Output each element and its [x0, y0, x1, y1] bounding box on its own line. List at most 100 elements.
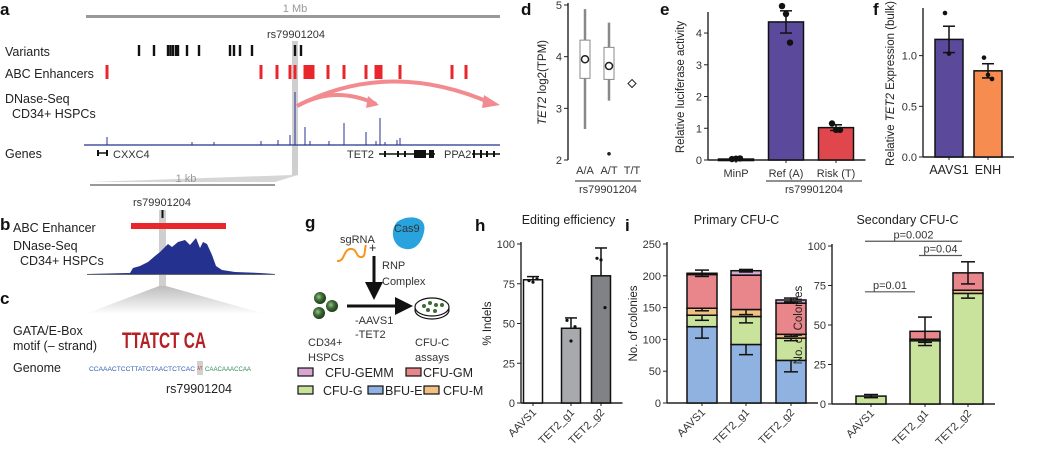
enhancer-tick [450, 65, 454, 79]
cells-label: CD34+ [308, 337, 343, 349]
p-value-label: p=0.01 [873, 280, 907, 292]
box-mean [604, 61, 614, 71]
y-tick-label: 150 [643, 303, 661, 315]
enhancer-tick [364, 65, 368, 79]
data-point [778, 2, 786, 10]
enhancer-tick [326, 65, 330, 79]
box-mean [580, 55, 590, 64]
enhancer-tick [342, 65, 346, 79]
y-tick-label: 75 [503, 279, 515, 291]
x-tick-label: TET2_g1 [891, 408, 931, 448]
enhancer-label: ABC Enhancer [13, 221, 96, 235]
panel-label-d: d [521, 0, 531, 19]
legend-label: CFU-G [323, 384, 363, 398]
enhancer-tick [379, 65, 383, 79]
stack-segment-cfu-g [909, 340, 941, 405]
enhancer-tick [303, 65, 307, 79]
cells-icon [313, 292, 338, 319]
y-tick-label: 0 [509, 398, 515, 410]
chart-e: 0 1 2 3 4 Relative luciferase activity MinP Ref… [675, 2, 866, 196]
target-tet2: -TET2 [355, 329, 386, 341]
panel-label-i: i [625, 216, 630, 235]
variant-tick [238, 45, 242, 56]
track-dnase-cells-label: CD34+ HSPCs [12, 107, 96, 121]
sequence-left: CCAAACTCCTTATCTAACTCTCAC [89, 367, 196, 373]
data-point [531, 280, 535, 284]
panel-label-c: c [0, 289, 9, 308]
y-tick-label: 50 [503, 319, 515, 331]
gene-label: TET2 [347, 149, 374, 161]
variant-tick [232, 45, 236, 56]
enhancer-tick [288, 65, 292, 79]
x-tick-label: AAVS1 [506, 407, 539, 440]
variant-tick [228, 45, 232, 56]
data-point [985, 72, 991, 78]
data-point [736, 155, 744, 162]
snp-label: rs79901204 [133, 197, 191, 209]
enhancer-tick [105, 65, 109, 79]
charts: 2 3 4 5 TET2 log2(TPM) A/A A/T T/T rs79901204 0 1 2… [482, 0, 1014, 448]
arrowhead-icon [482, 95, 500, 108]
rnp-label: RNP [382, 260, 405, 272]
legend-swatch-bfu-e [367, 385, 384, 395]
panel-g: g sgRNA + Cas9 RNP Complex -AAVS1 -TET2 … [297, 213, 483, 398]
y-axis-label-part: No. of colonies [628, 285, 640, 361]
y-tick-label: 3 [696, 60, 702, 72]
y-tick-label: 0 [696, 155, 702, 167]
data-point [565, 318, 569, 322]
snp-highlight [197, 361, 203, 375]
variant-tick [152, 45, 156, 56]
snp-highlight [159, 210, 166, 286]
x-tick-label: Risk (T) [817, 168, 856, 180]
petri-dish-icon [414, 297, 450, 320]
y-axis-label: No. of colonies [628, 285, 640, 361]
gene-label: PPA2 [444, 149, 471, 161]
box-point-diamond [627, 78, 637, 89]
panel-label-a: a [0, 0, 10, 19]
y-axis-label-italic: TET2 [885, 92, 897, 121]
enhancer-bar [131, 223, 226, 229]
enhancer-tick [306, 65, 310, 79]
data-point [573, 325, 577, 329]
cas9-icon [392, 217, 425, 250]
cas9-label: Cas9 [394, 223, 420, 235]
y-tick-label: 50 [649, 366, 661, 378]
dnase-cells-label: CD34+ HSPCs [20, 254, 104, 268]
legend-swatch-cfu-m [423, 385, 440, 395]
y-tick-label: 0.5 [902, 101, 917, 113]
data-point [569, 339, 573, 343]
y-tick-label: 50 [814, 320, 826, 332]
variant-tick [176, 45, 180, 56]
panel-label-b: b [0, 215, 10, 234]
y-tick-label: 0 [820, 399, 826, 411]
variant-tick [171, 45, 175, 56]
enhancer-ticks [105, 65, 468, 79]
rnp-complex-label: Complex [382, 276, 426, 288]
y-tick-label: 25 [503, 358, 515, 370]
y-tick-label: 4 [556, 52, 562, 64]
stack-segment-cfu-gm [775, 302, 807, 336]
x-tick-label: TET2_g2 [757, 407, 797, 447]
y-tick-label: 2 [696, 92, 702, 104]
legend-label: BFU-E [385, 384, 423, 398]
track-variants-label: Variants [5, 45, 50, 59]
scale-1mb-bar [86, 15, 500, 18]
panel-a: a 1 Mb rs79901204 Variants ABC Enhancers… [0, 0, 500, 186]
enhancer-tick [293, 65, 297, 79]
variant-tick [174, 45, 178, 56]
y-axis-label-part: Relative luciferase activity [675, 21, 687, 154]
bar [934, 38, 964, 158]
dnase-track [84, 92, 500, 146]
y-tick-label: 25 [814, 360, 826, 372]
y-tick-label: 100 [497, 239, 515, 251]
y-axis-label: Relative TET2 Expression (bulk) [885, 1, 897, 166]
chart-title: Primary CFU-C [694, 213, 779, 227]
enhancer-tick [464, 65, 468, 79]
cfu-legend: CFU-GEMM CFU-GM CFU-G BFU-E CFU-M [297, 366, 483, 398]
x-tick-label: T/T [624, 165, 641, 177]
data-point [595, 256, 599, 260]
gene-tet2: TET2 [347, 149, 435, 161]
variant-tick [137, 45, 141, 56]
y-tick-label: 250 [643, 239, 661, 251]
data-point [828, 120, 836, 127]
